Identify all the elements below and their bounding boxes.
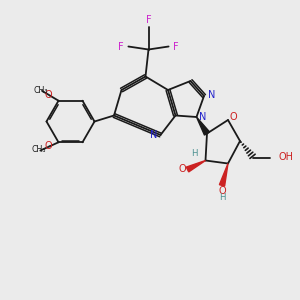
Polygon shape	[196, 117, 209, 135]
Text: N: N	[208, 89, 215, 100]
Text: CH₃: CH₃	[33, 86, 48, 95]
Text: F: F	[118, 41, 124, 52]
Text: OH: OH	[278, 152, 293, 163]
Text: F: F	[146, 15, 151, 26]
Text: N: N	[200, 112, 207, 122]
Polygon shape	[186, 160, 206, 172]
Text: H: H	[191, 149, 197, 158]
Text: O: O	[218, 186, 226, 196]
Text: F: F	[173, 41, 179, 52]
Text: CH₃: CH₃	[32, 146, 46, 154]
Text: O: O	[230, 112, 237, 122]
Polygon shape	[219, 164, 228, 186]
Text: O: O	[178, 164, 186, 174]
Text: N: N	[150, 130, 158, 140]
Text: O: O	[44, 141, 52, 151]
Text: O: O	[45, 90, 52, 100]
Text: H: H	[219, 193, 225, 202]
